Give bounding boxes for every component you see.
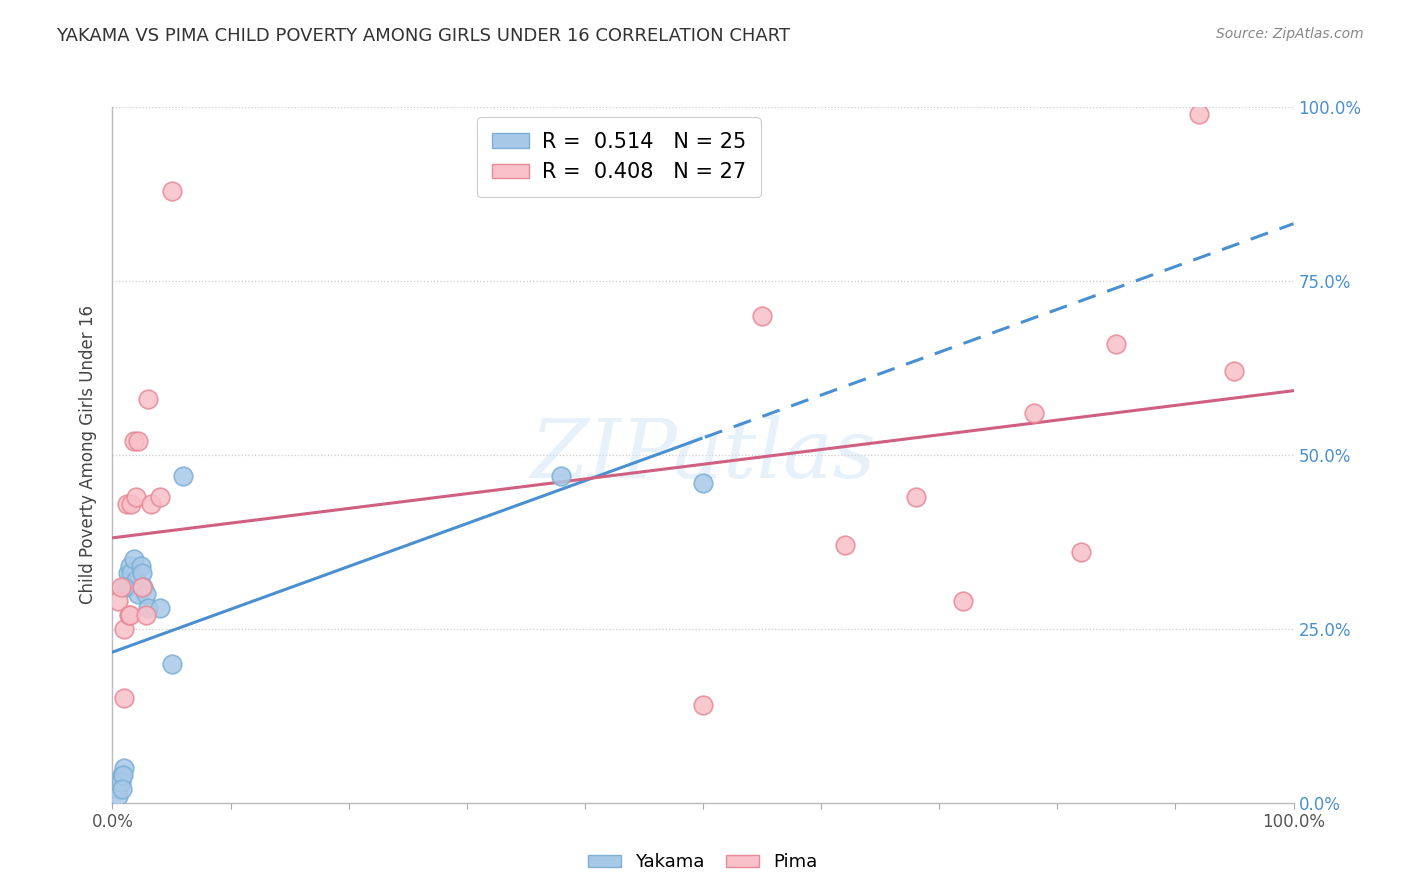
Yakama <box>120 559 142 574</box>
Yakama <box>172 468 194 483</box>
Pima <box>120 497 142 511</box>
Pima <box>136 392 159 407</box>
Pima <box>131 580 153 594</box>
Yakama <box>131 566 153 581</box>
Pima <box>127 434 149 448</box>
Yakama <box>117 566 139 581</box>
Yakama <box>111 768 134 782</box>
Pima <box>834 538 856 552</box>
Pima <box>135 607 157 622</box>
Pima <box>112 691 135 706</box>
Legend: R =  0.514   N = 25, R =  0.408   N = 27: R = 0.514 N = 25, R = 0.408 N = 27 <box>477 118 761 197</box>
Yakama <box>112 580 135 594</box>
Yakama <box>149 601 172 615</box>
Yakama <box>129 559 152 574</box>
Yakama <box>120 566 142 581</box>
Yakama <box>112 768 135 782</box>
Text: ZIPatlas: ZIPatlas <box>530 415 876 495</box>
Pima <box>692 698 714 713</box>
Yakama <box>107 781 129 796</box>
Pima <box>952 594 974 608</box>
Pima <box>112 622 135 636</box>
Yakama <box>136 601 159 615</box>
Pima <box>1105 336 1128 351</box>
Legend: Yakama, Pima: Yakama, Pima <box>581 847 825 879</box>
Yakama <box>122 552 145 566</box>
Pima <box>122 434 145 448</box>
Yakama <box>112 761 135 775</box>
Yakama <box>111 781 134 796</box>
Pima <box>904 490 927 504</box>
Pima <box>751 309 773 323</box>
Yakama <box>110 775 132 789</box>
Pima <box>120 607 142 622</box>
Yakama <box>127 587 149 601</box>
Pima <box>110 580 132 594</box>
Pima <box>107 594 129 608</box>
Pima <box>1223 364 1246 378</box>
Yakama <box>135 587 157 601</box>
Text: YAKAMA VS PIMA CHILD POVERTY AMONG GIRLS UNDER 16 CORRELATION CHART: YAKAMA VS PIMA CHILD POVERTY AMONG GIRLS… <box>56 27 790 45</box>
Pima <box>118 607 141 622</box>
Pima <box>160 184 183 198</box>
Pima <box>125 490 148 504</box>
Y-axis label: Child Poverty Among Girls Under 16: Child Poverty Among Girls Under 16 <box>79 305 97 605</box>
Pima <box>141 497 163 511</box>
Yakama <box>550 468 572 483</box>
Pima <box>1022 406 1045 420</box>
Yakama <box>692 475 714 490</box>
Pima <box>1188 107 1211 121</box>
Pima <box>115 497 138 511</box>
Pima <box>1070 545 1092 559</box>
Yakama <box>160 657 183 671</box>
Yakama <box>125 573 148 587</box>
Yakama <box>115 580 138 594</box>
Yakama <box>132 580 155 594</box>
Text: Source: ZipAtlas.com: Source: ZipAtlas.com <box>1216 27 1364 41</box>
Yakama <box>107 789 129 803</box>
Pima <box>149 490 172 504</box>
